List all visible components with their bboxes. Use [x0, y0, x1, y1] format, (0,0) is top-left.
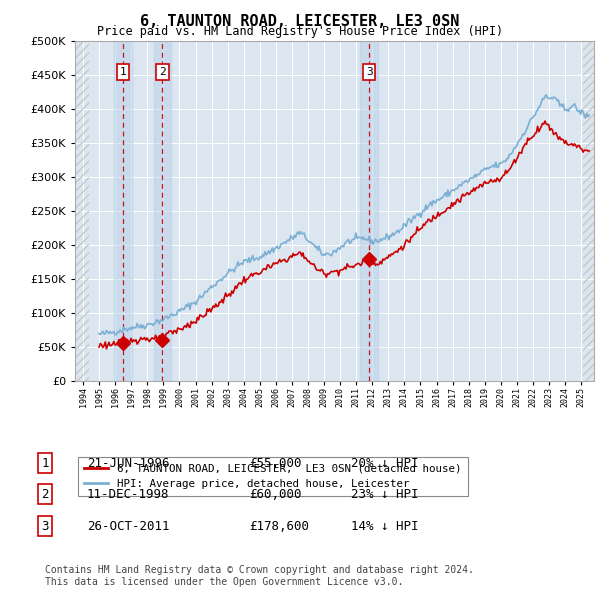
Text: £60,000: £60,000: [249, 488, 302, 501]
Text: 3: 3: [41, 520, 49, 533]
Text: 14% ↓ HPI: 14% ↓ HPI: [351, 520, 419, 533]
Text: £178,600: £178,600: [249, 520, 309, 533]
Bar: [154, 41, 171, 381]
Bar: [361, 41, 378, 381]
Text: 2: 2: [41, 488, 49, 501]
Text: 21-JUN-1996: 21-JUN-1996: [87, 457, 170, 470]
Text: 20% ↓ HPI: 20% ↓ HPI: [351, 457, 419, 470]
Bar: [114, 41, 131, 381]
Text: Contains HM Land Registry data © Crown copyright and database right 2024.
This d: Contains HM Land Registry data © Crown c…: [45, 565, 474, 587]
Bar: [75, 41, 89, 381]
Text: 2: 2: [159, 67, 166, 77]
Text: Price paid vs. HM Land Registry's House Price Index (HPI): Price paid vs. HM Land Registry's House …: [97, 25, 503, 38]
Bar: [583, 41, 599, 381]
Text: 23% ↓ HPI: 23% ↓ HPI: [351, 488, 419, 501]
Legend: 6, TAUNTON ROAD, LEICESTER,  LE3 0SN (detached house), HPI: Average price, detac: 6, TAUNTON ROAD, LEICESTER, LE3 0SN (det…: [78, 457, 468, 496]
Text: £55,000: £55,000: [249, 457, 302, 470]
Text: 1: 1: [41, 457, 49, 470]
Text: 26-OCT-2011: 26-OCT-2011: [87, 520, 170, 533]
Text: 11-DEC-1998: 11-DEC-1998: [87, 488, 170, 501]
Text: 6, TAUNTON ROAD, LEICESTER, LE3 0SN: 6, TAUNTON ROAD, LEICESTER, LE3 0SN: [140, 14, 460, 28]
Text: 1: 1: [119, 67, 126, 77]
Text: 3: 3: [366, 67, 373, 77]
